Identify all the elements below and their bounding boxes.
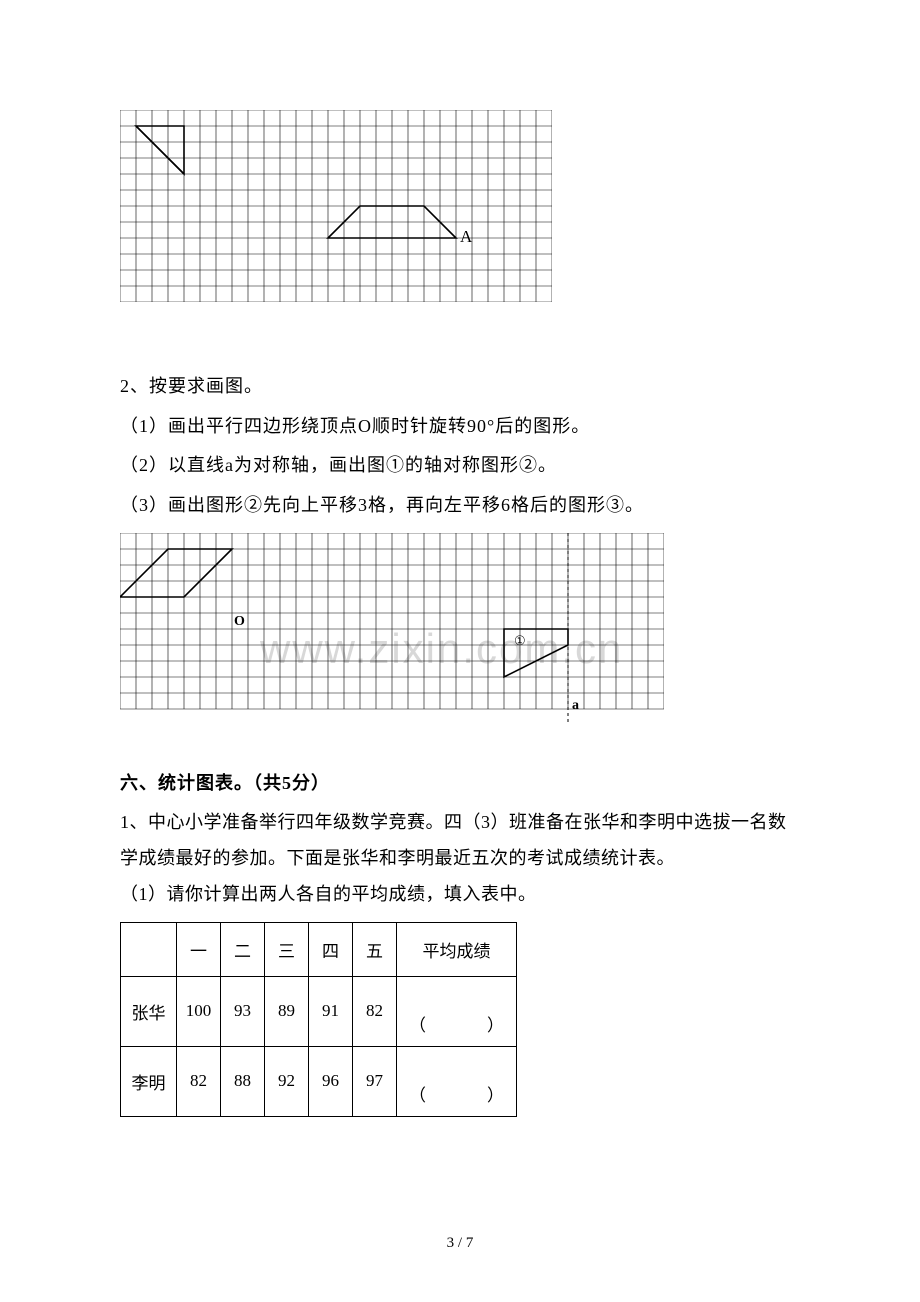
figure-2-label-O: O bbox=[234, 614, 245, 629]
table-header-blank bbox=[121, 922, 177, 976]
table-cell: 82 bbox=[177, 1046, 221, 1116]
table-header-avg: 平均成绩 bbox=[397, 922, 517, 976]
paren-left: （ bbox=[409, 1011, 426, 1036]
q2-sub2: （2）以直线a为对称轴，画出图①的轴对称图形②。 bbox=[120, 446, 800, 486]
section-6-p2: （1）请你计算出两人各自的平均成绩，填入表中。 bbox=[120, 876, 800, 912]
q2-sub3: （3）画出图形②先向上平移3格，再向左平移6格后的图形③。 bbox=[120, 486, 800, 526]
table-header-3: 三 bbox=[265, 922, 309, 976]
figure-2-svg: O ① a bbox=[120, 533, 664, 729]
figure-2-label-1: ① bbox=[514, 633, 526, 648]
table-header-1: 一 bbox=[177, 922, 221, 976]
figure-1-grid: A bbox=[120, 110, 800, 307]
table-cell: 96 bbox=[309, 1046, 353, 1116]
paren-right: ） bbox=[487, 1081, 504, 1106]
table-cell: 89 bbox=[265, 976, 309, 1046]
table-cell-name: 张华 bbox=[121, 976, 177, 1046]
table-cell-avg: （ ） bbox=[397, 1046, 517, 1116]
paren-right: ） bbox=[487, 1011, 504, 1036]
page-number: 3 / 7 bbox=[0, 1235, 920, 1252]
table-cell-name: 李明 bbox=[121, 1046, 177, 1116]
score-table: 一 二 三 四 五 平均成绩 张华 100 93 89 91 82 （ ） 李明… bbox=[120, 922, 517, 1117]
table-cell: 93 bbox=[221, 976, 265, 1046]
figure-2-label-a: a bbox=[572, 698, 579, 713]
table-header-row: 一 二 三 四 五 平均成绩 bbox=[121, 922, 517, 976]
q2-heading: 2、按要求画图。 bbox=[120, 367, 800, 407]
table-cell: 91 bbox=[309, 976, 353, 1046]
table-header-2: 二 bbox=[221, 922, 265, 976]
figure-1-label-A: A bbox=[460, 227, 473, 246]
table-cell-avg: （ ） bbox=[397, 976, 517, 1046]
table-cell: 97 bbox=[353, 1046, 397, 1116]
paren-left: （ bbox=[409, 1081, 426, 1106]
figure-2-grid: O ① a bbox=[120, 533, 800, 734]
section-6-p1: 1、中心小学准备举行四年级数学竞赛。四（3）班准备在张华和李明中选拔一名数学成绩… bbox=[120, 804, 800, 876]
section-6-heading: 六、统计图表。（共5分） bbox=[120, 764, 800, 804]
table-cell: 92 bbox=[265, 1046, 309, 1116]
table-cell: 88 bbox=[221, 1046, 265, 1116]
figure-1-svg: A bbox=[120, 110, 552, 302]
table-header-4: 四 bbox=[309, 922, 353, 976]
table-header-5: 五 bbox=[353, 922, 397, 976]
table-row: 张华 100 93 89 91 82 （ ） bbox=[121, 976, 517, 1046]
table-row: 李明 82 88 92 96 97 （ ） bbox=[121, 1046, 517, 1116]
table-cell: 100 bbox=[177, 976, 221, 1046]
table-cell: 82 bbox=[353, 976, 397, 1046]
q2-sub1: （1）画出平行四边形绕顶点O顺时针旋转90°后的图形。 bbox=[120, 407, 800, 447]
page-content: A 2、按要求画图。 （1）画出平行四边形绕顶点O顺时针旋转90°后的图形。 （… bbox=[120, 110, 800, 1117]
